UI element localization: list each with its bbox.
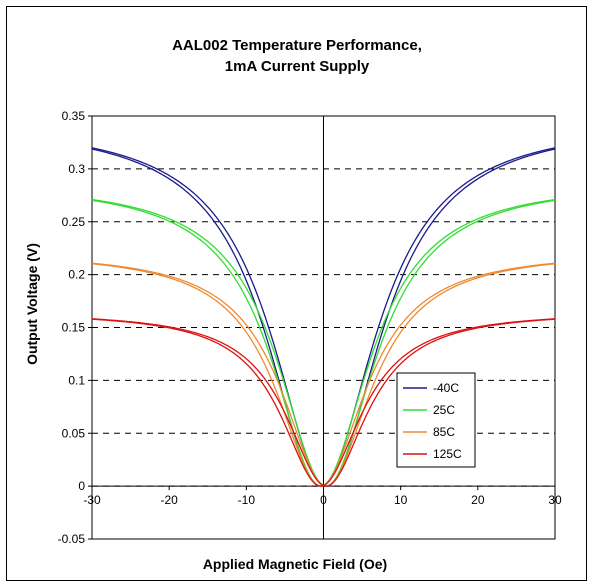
- legend-label-0: -40C: [433, 381, 459, 395]
- y-tick-label-2: 0.05: [62, 426, 86, 440]
- y-tick-label-7: 0.3: [68, 162, 85, 176]
- x-tick-label-6: 30: [548, 493, 562, 507]
- y-tick-label-3: 0.1: [68, 373, 85, 387]
- x-axis-label: Applied Magnetic Field (Oe): [203, 556, 387, 572]
- legend-label-2: 85C: [433, 425, 455, 439]
- x-tick-label-0: -30: [83, 493, 101, 507]
- chart-frame: AAL002 Temperature Performance, 1mA Curr…: [6, 6, 587, 581]
- series-line-125C-1: [91, 318, 556, 487]
- chart-title-line-1: AAL002 Temperature Performance,: [172, 37, 422, 54]
- x-tick-label-2: -10: [238, 493, 256, 507]
- legend-label-3: 125C: [433, 447, 462, 461]
- x-tick-label-1: -20: [160, 493, 178, 507]
- series-group: [91, 147, 556, 487]
- legend-label-1: 25C: [433, 403, 455, 417]
- y-tick-label-5: 0.2: [68, 268, 85, 282]
- chart-svg: AAL002 Temperature Performance, 1mA Curr…: [24, 37, 562, 572]
- x-tick-label-3: 0: [320, 493, 327, 507]
- legend: -40C 25C 85C 125C: [396, 372, 476, 468]
- y-axis-label: Output Voltage (V): [24, 243, 40, 365]
- y-tick-label-8: 0.35: [62, 109, 86, 123]
- y-tick-label-1: 0: [78, 479, 85, 493]
- x-tick-label-4: 10: [394, 493, 408, 507]
- y-tick-label-0: -0.05: [58, 532, 86, 546]
- y-tick-label-6: 0.25: [62, 215, 86, 229]
- x-tick-label-5: 20: [471, 493, 485, 507]
- y-tick-label-4: 0.15: [62, 321, 86, 335]
- chart-title-line-2: 1mA Current Supply: [225, 58, 370, 75]
- tick-labels: -30 -20 -10 0 10 20 30 -0.05 0 0.05 0.1 0.15 0.2 0.25…: [58, 109, 562, 546]
